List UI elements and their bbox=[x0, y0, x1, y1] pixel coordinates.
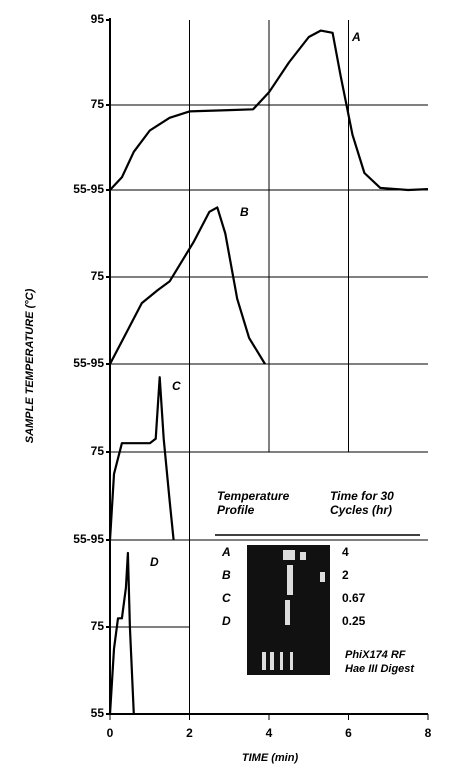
x-tick-label: 2 bbox=[186, 726, 193, 740]
profile-label: B bbox=[240, 205, 249, 219]
y-tick-label: 75 bbox=[91, 97, 105, 111]
temperature-curve bbox=[109, 206, 266, 365]
y-tick-label: 55-95 bbox=[73, 182, 104, 196]
y-tick-label: 55-95 bbox=[73, 532, 104, 546]
y-tick-label: 95 bbox=[91, 12, 105, 26]
inset-row-label: C bbox=[222, 591, 231, 605]
y-tick-label: 75 bbox=[91, 619, 105, 633]
y-tick-label: 75 bbox=[91, 269, 105, 283]
inset-row-label: A bbox=[221, 545, 231, 559]
inset-row-value: 2 bbox=[342, 568, 349, 582]
profile-label: A bbox=[351, 30, 361, 44]
inset-header: Time for 30 Cycles (hr) bbox=[330, 489, 394, 517]
y-tick-label: 75 bbox=[91, 444, 105, 458]
x-axis-label: TIME (min) bbox=[242, 752, 299, 764]
x-tick-label: 6 bbox=[345, 726, 352, 740]
x-tick-label: 8 bbox=[425, 726, 432, 740]
y-tick-label: 55-95 bbox=[73, 356, 104, 370]
temperature-curve bbox=[108, 376, 175, 541]
inset-row-label: B bbox=[222, 568, 231, 582]
gel-caption: PhiX174 RF bbox=[345, 649, 406, 661]
profile-label: C bbox=[172, 379, 181, 393]
inset-header: Temperature Profile bbox=[217, 489, 290, 517]
gel-bands bbox=[262, 550, 325, 670]
temperature-curve bbox=[109, 29, 429, 192]
gel-caption: Hae III Digest bbox=[345, 663, 415, 675]
inset-row-value: 0.67 bbox=[342, 591, 366, 605]
x-tick-label: 4 bbox=[266, 726, 273, 740]
x-tick-label: 0 bbox=[107, 726, 114, 740]
y-tick-label: 55 bbox=[91, 706, 105, 720]
temperature-curve bbox=[108, 551, 135, 715]
inset-row-value: 0.25 bbox=[342, 614, 366, 628]
y-axis-label: SAMPLE TEMPERATURE (°C) bbox=[24, 288, 36, 443]
profile-label: D bbox=[150, 555, 159, 569]
inset-row-value: 4 bbox=[342, 545, 349, 559]
inset-row-label: D bbox=[222, 614, 231, 628]
